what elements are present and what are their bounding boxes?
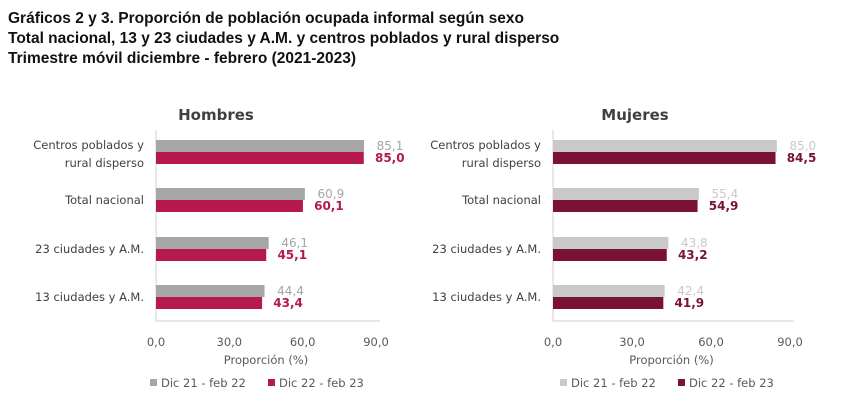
data-label: 85,0 [789, 139, 816, 153]
bar-dic22-feb23 [553, 297, 664, 309]
figure-title-3: Trimestre móvil diciembre - febrero (202… [8, 50, 357, 67]
figure-titles: Gráficos 2 y 3. Proporción de población … [8, 9, 559, 69]
bar-dic22-feb23 [553, 200, 698, 212]
legend-swatch [678, 379, 685, 386]
x-tick-label: 30,0 [217, 335, 243, 349]
data-label: 84,5 [787, 151, 817, 165]
category-label: 13 ciudades y A.M. [432, 290, 541, 304]
category-label: 13 ciudades y A.M. [35, 290, 144, 304]
bar-dic21-feb22 [156, 285, 265, 297]
data-label: 46,1 [281, 236, 308, 250]
bar-dic22-feb23 [156, 152, 364, 164]
x-tick-label: 0,0 [147, 335, 165, 349]
category-label: 23 ciudades y A.M. [432, 242, 541, 256]
bar-dic21-feb22 [553, 188, 699, 200]
category-label: Total nacional [461, 193, 541, 207]
category-label: Centros poblados y [33, 138, 144, 152]
category-label: Centros poblados y [430, 138, 541, 152]
data-label: 41,9 [675, 296, 705, 310]
bar-dic21-feb22 [156, 237, 269, 249]
category-label: rural disperso [65, 156, 144, 170]
x-tick-label: 60,0 [698, 335, 724, 349]
x-axis-title: Proporción (%) [224, 353, 308, 367]
category-label: Total nacional [64, 193, 144, 207]
data-label: 43,4 [273, 296, 303, 310]
x-tick-label: 30,0 [619, 335, 645, 349]
data-label: 45,1 [277, 248, 307, 262]
bar-dic21-feb22 [156, 188, 305, 200]
data-label: 44,4 [277, 284, 304, 298]
data-label: 43,2 [678, 248, 708, 262]
bar-dic22-feb23 [156, 297, 263, 309]
x-tick-label: 60,0 [290, 335, 316, 349]
category-label: 23 ciudades y A.M. [35, 242, 144, 256]
legend-label: Dic 22 - feb 23 [279, 376, 364, 390]
x-axis-title: Proporción (%) [629, 353, 713, 367]
data-label: 60,9 [318, 187, 345, 201]
data-label: 54,9 [709, 199, 739, 213]
category-label: rural disperso [462, 156, 541, 170]
bar-dic21-feb22 [156, 140, 365, 152]
data-label: 85,0 [375, 151, 405, 165]
figure-title-2: Total nacional, 13 y 23 ciudades y A.M. … [8, 30, 560, 47]
chart-title: Hombres [178, 106, 254, 124]
bar-dic22-feb23 [156, 249, 267, 261]
bar-dic22-feb23 [156, 200, 303, 212]
data-label: 60,1 [314, 199, 344, 213]
legend-label: Dic 22 - feb 23 [689, 376, 774, 390]
data-label: 42,4 [677, 284, 704, 298]
data-label: 85,1 [377, 139, 404, 153]
chart-title: Mujeres [601, 106, 668, 124]
bar-dic21-feb22 [553, 140, 777, 152]
figure-title-1: Gráficos 2 y 3. Proporción de población … [8, 10, 524, 27]
x-tick-label: 90,0 [777, 335, 803, 349]
legend-swatch [150, 379, 157, 386]
x-tick-label: 0,0 [544, 335, 562, 349]
legend-swatch [268, 379, 275, 386]
bar-dic22-feb23 [553, 249, 667, 261]
bar-dic21-feb22 [553, 285, 665, 297]
data-label: 55,4 [712, 187, 739, 201]
legend-swatch [560, 379, 567, 386]
bar-dic21-feb22 [553, 237, 669, 249]
data-label: 43,8 [681, 236, 708, 250]
legend-label: Dic 21 - feb 22 [161, 376, 246, 390]
legend-label: Dic 21 - feb 22 [571, 376, 656, 390]
x-tick-label: 90,0 [363, 335, 389, 349]
bar-dic22-feb23 [553, 152, 776, 164]
